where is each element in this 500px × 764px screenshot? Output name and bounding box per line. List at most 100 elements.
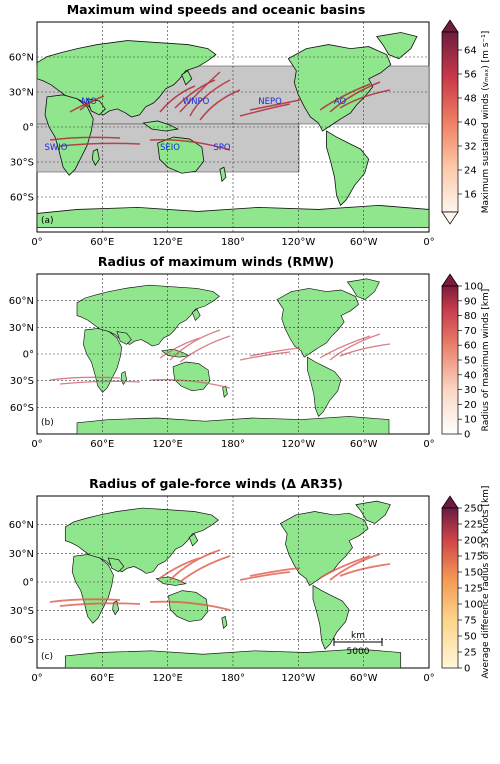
y-tick-label: 0° bbox=[23, 350, 34, 361]
colorbar-tick-label: 25 bbox=[464, 648, 477, 659]
tracks-b bbox=[49, 329, 391, 389]
colorbar-a-ticks: 16 24 32 40 48 56 64 bbox=[458, 46, 477, 201]
gridlines-b bbox=[37, 274, 429, 434]
x-tick-label: 120°E bbox=[152, 237, 182, 248]
colorbar-tick-label: 125 bbox=[464, 584, 483, 595]
panel-c-letter: (c) bbox=[41, 652, 53, 662]
y-tick-label: 60°N bbox=[9, 53, 34, 64]
x-tick-label: 0° bbox=[31, 439, 42, 450]
y-tick-label: 30°S bbox=[10, 158, 34, 169]
basin-label-seio: SEIO bbox=[160, 143, 180, 153]
colorbar-tick-label: 16 bbox=[464, 190, 477, 201]
y-tick-label: 60°S bbox=[10, 403, 34, 414]
x-tick-label: 0° bbox=[31, 237, 42, 248]
x-tick-label: 60°E bbox=[90, 237, 114, 248]
colorbar-tick-label: 48 bbox=[464, 94, 477, 105]
colorbar-tick-label: 90 bbox=[464, 296, 477, 307]
y-tick-label: 0° bbox=[23, 578, 34, 589]
x-ticks-c: 0° 60°E 120°E 180° 120°W 60°W 0° bbox=[31, 673, 434, 684]
colorbar-tick-label: 50 bbox=[464, 632, 477, 643]
colorbar-tick-label: 24 bbox=[464, 166, 477, 177]
panel-a-title: Maximum wind speeds and oceanic basins bbox=[67, 2, 366, 17]
x-tick-label: 0° bbox=[31, 673, 42, 684]
basin-label-swio: SWIO bbox=[45, 143, 68, 153]
colorbar-a-label: Maximum sustained winds (vₘₐₓ) [m s⁻¹] bbox=[481, 31, 491, 214]
y-tick-label: 30°S bbox=[10, 376, 34, 387]
x-tick-label: 120°W bbox=[281, 237, 315, 248]
colorbar-tick-label: 80 bbox=[464, 311, 477, 322]
y-tick-label: 60°S bbox=[10, 635, 34, 646]
colorbar-tick-label: 10 bbox=[464, 415, 477, 426]
scalebar: km 5000 bbox=[333, 631, 383, 657]
x-tick-label: 60°E bbox=[90, 439, 114, 450]
tracks-a bbox=[49, 71, 391, 151]
colorbar-tick-label: 70 bbox=[464, 326, 477, 337]
basin-label-nepo: NEPO bbox=[258, 97, 282, 107]
panel-c-title: Radius of gale-force winds (Δ AR35) bbox=[89, 476, 343, 491]
x-tick-label: 60°W bbox=[350, 673, 378, 684]
y-ticks-c: 60°N 30°N 0° 30°S 60°S bbox=[9, 520, 34, 646]
panel-a-letter: (a) bbox=[41, 216, 54, 226]
x-tick-label: 0° bbox=[423, 673, 434, 684]
x-tick-label: 60°W bbox=[350, 237, 378, 248]
colorbar-tick-label: 225 bbox=[464, 520, 483, 531]
panel-b: Radius of maximum winds (RMW) (b) 0° 60°E… bbox=[9, 254, 491, 450]
colorbar-tick-label: 200 bbox=[464, 536, 483, 547]
tracks-c bbox=[49, 549, 391, 611]
colorbar-b-label: Radius of maximum winds [km] bbox=[481, 289, 491, 432]
scalebar-value: 5000 bbox=[347, 647, 370, 657]
x-tick-label: 120°W bbox=[281, 439, 315, 450]
y-tick-label: 60°N bbox=[9, 520, 34, 531]
basin-label-ao: AO bbox=[334, 97, 347, 107]
y-tick-label: 30°N bbox=[9, 323, 34, 334]
y-tick-label: 60°S bbox=[10, 193, 34, 204]
colorbar-tick-label: 100 bbox=[464, 600, 483, 611]
gridlines-a bbox=[37, 22, 429, 232]
panel-c: Radius of gale-force winds (Δ AR35) km 5… bbox=[9, 476, 491, 684]
panel-b-title: Radius of maximum winds (RMW) bbox=[98, 254, 334, 269]
colorbar-tick-label: 60 bbox=[464, 341, 477, 352]
colorbar-b-ticks: 0 10 20 30 40 50 60 70 80 90 100 bbox=[458, 282, 483, 441]
x-tick-label: 120°E bbox=[152, 673, 182, 684]
colorbar-c-ticks: 0 25 50 75 100 125 150 175 200 225 250 bbox=[458, 504, 483, 675]
y-tick-label: 60°N bbox=[9, 296, 34, 307]
x-tick-label: 180° bbox=[221, 673, 245, 684]
colorbar-b: 0 10 20 30 40 50 60 70 80 90 100 Radius of maximum… bbox=[441, 273, 491, 441]
y-tick-label: 30°N bbox=[9, 88, 34, 99]
colorbar-tick-label: 30 bbox=[464, 385, 477, 396]
colorbar-tick-label: 100 bbox=[464, 282, 483, 293]
x-ticks-b: 0° 60°E 120°E 180° 120°W 60°W 0° bbox=[31, 439, 434, 450]
y-tick-label: 0° bbox=[23, 123, 34, 134]
x-tick-label: 120°E bbox=[152, 439, 182, 450]
y-tick-label: 30°S bbox=[10, 606, 34, 617]
scalebar-unit: km bbox=[351, 631, 365, 641]
colorbar-tick-label: 250 bbox=[464, 504, 483, 515]
y-ticks-b: 60°N 30°N 0° 30°S 60°S bbox=[9, 296, 34, 414]
gridlines-c bbox=[37, 496, 429, 668]
colorbar-tick-label: 64 bbox=[464, 46, 477, 57]
colorbar-c-label: Average difference radius of 35 knots [k… bbox=[481, 486, 491, 679]
x-tick-label: 0° bbox=[423, 237, 434, 248]
colorbar-tick-label: 56 bbox=[464, 70, 477, 81]
basin-label-spo: SPO bbox=[213, 143, 231, 153]
colorbar-tick-label: 40 bbox=[464, 370, 477, 381]
x-tick-label: 0° bbox=[423, 439, 434, 450]
x-tick-label: 180° bbox=[221, 237, 245, 248]
x-tick-label: 60°E bbox=[90, 673, 114, 684]
panel-b-letter: (b) bbox=[41, 418, 54, 428]
y-ticks-a: 60°N 30°N 0° 30°S 60°S bbox=[9, 53, 34, 204]
colorbar-c: 0 25 50 75 100 125 150 175 200 225 250 Average dif… bbox=[441, 486, 491, 679]
x-ticks-a: 0° 60°E 120°E 180° 120°W 60°W 0° bbox=[31, 237, 434, 248]
colorbar-tick-label: 75 bbox=[464, 616, 477, 627]
colorbar-tick-label: 32 bbox=[464, 142, 477, 153]
colorbar-tick-label: 0 bbox=[464, 664, 470, 675]
colorbar-tick-label: 150 bbox=[464, 568, 483, 579]
colorbar-tick-label: 50 bbox=[464, 356, 477, 367]
x-tick-label: 180° bbox=[221, 439, 245, 450]
colorbar-tick-label: 0 bbox=[464, 430, 470, 441]
x-tick-label: 120°W bbox=[281, 673, 315, 684]
y-tick-label: 30°N bbox=[9, 549, 34, 560]
basin-label-nio: NIO bbox=[81, 97, 97, 107]
colorbar-a: 16 24 32 40 48 56 64 Maximum sustained winds (… bbox=[441, 19, 491, 225]
